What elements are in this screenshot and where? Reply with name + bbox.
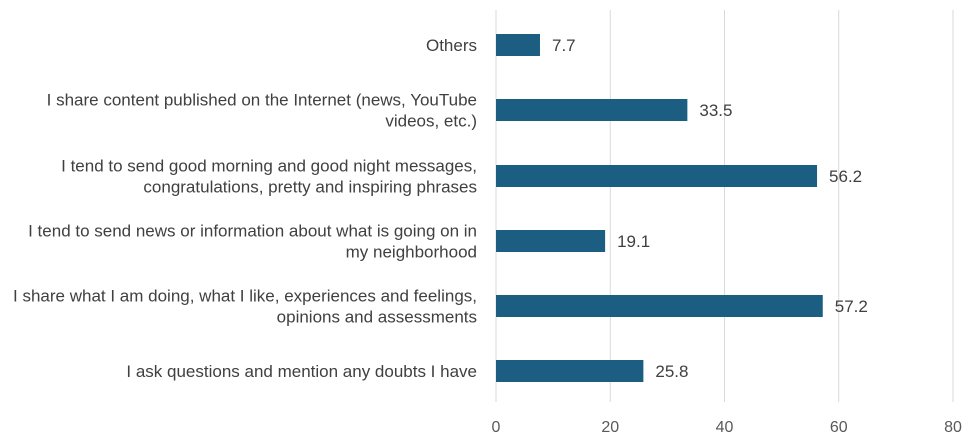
- value-label: 56.2: [829, 167, 862, 186]
- category-label-line: I share content published on the Interne…: [47, 91, 477, 110]
- category-label-line: I tend to send good morning and good nig…: [61, 157, 477, 176]
- value-label: 19.1: [617, 232, 650, 251]
- bar-layer: [496, 34, 823, 382]
- value-label: 57.2: [835, 297, 868, 316]
- category-label-line: I share what I am doing, what I like, ex…: [13, 287, 477, 306]
- x-tick-label: 0: [492, 419, 501, 436]
- bar: [496, 34, 540, 56]
- x-tick-label: 20: [601, 419, 619, 436]
- category-label-line: my neighborhood: [346, 243, 477, 262]
- category-label-line: opinions and assessments: [277, 308, 477, 327]
- bar: [496, 99, 688, 121]
- category-label-line: congratulations, pretty and inspiring ph…: [143, 178, 477, 197]
- category-label-line: Others: [426, 36, 477, 55]
- value-label: 33.5: [699, 101, 732, 120]
- category-label: Others: [426, 36, 477, 55]
- value-label: 7.7: [552, 36, 576, 55]
- category-label: I tend to send news or information about…: [28, 222, 477, 262]
- label-layer: 7.7 Others 33.5 I share content published o…: [13, 36, 868, 381]
- category-label-line: videos, etc.): [385, 112, 477, 131]
- category-label: I share what I am doing, what I like, ex…: [13, 287, 477, 327]
- x-tick-label: 60: [830, 419, 848, 436]
- x-axis-ticks: 0 20 40 60 80: [492, 419, 962, 436]
- category-label: I share content published on the Interne…: [47, 91, 477, 131]
- bar: [496, 230, 606, 252]
- category-label-line: I ask questions and mention any doubts I…: [126, 362, 477, 381]
- bar: [496, 165, 818, 187]
- x-tick-label: 80: [944, 419, 962, 436]
- category-label-line: I tend to send news or information about…: [28, 222, 477, 241]
- value-label: 25.8: [655, 362, 688, 381]
- category-label: I ask questions and mention any doubts I…: [126, 362, 477, 381]
- bar: [496, 295, 823, 317]
- category-label: I tend to send good morning and good nig…: [61, 157, 477, 197]
- grid-layer: [495, 10, 954, 402]
- x-tick-label: 40: [716, 419, 734, 436]
- bar: [496, 360, 644, 382]
